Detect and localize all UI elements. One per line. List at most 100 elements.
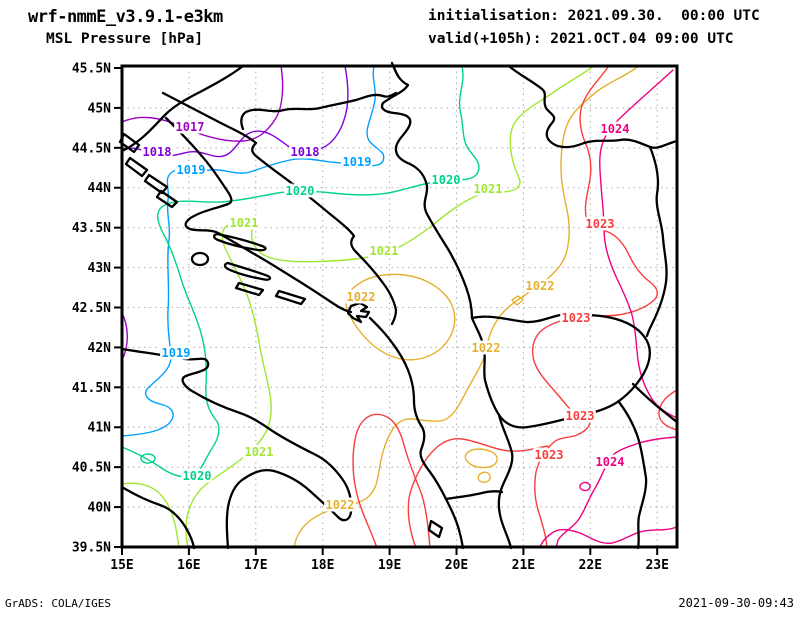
coastline-segment [143, 173, 169, 195]
lat-tick-label: 45.5N [72, 62, 111, 77]
isobar-label-1023: 1023 [535, 448, 564, 462]
coastline-segment [631, 382, 679, 424]
isobar-label-1020: 1020 [432, 173, 461, 187]
coastline-segment [645, 145, 668, 338]
coastline-segment [368, 316, 465, 550]
isobar-label-1019: 1019 [177, 163, 206, 177]
isobar-label-1022: 1022 [326, 498, 355, 512]
field-title: MSL Pressure [hPa] [46, 31, 204, 47]
coastline-segment [234, 281, 265, 297]
lon-tick-label: 21E [512, 558, 535, 573]
lat-tick-label: 42.5N [72, 301, 111, 316]
lat-tick-label: 40N [88, 501, 112, 516]
lon-tick-label: 15E [110, 558, 133, 573]
lat-tick-label: 41N [88, 421, 112, 436]
isobar-1024 [539, 526, 678, 549]
lat-tick-label: 39.5N [72, 540, 111, 555]
coastline-segment [240, 91, 398, 131]
isobar-label-1021: 1021 [230, 216, 259, 230]
isobar-label-1024: 1024 [596, 455, 625, 469]
coastline-segment [212, 232, 267, 252]
isobar-label-1020: 1020 [286, 184, 315, 198]
isobar-1020 [121, 65, 480, 478]
isobar-1024 [555, 436, 678, 549]
coastline-segment [155, 189, 179, 209]
isobar-label-1018: 1018 [143, 145, 172, 159]
isobar-1019 [121, 65, 385, 437]
isobar-label-1023: 1023 [586, 217, 615, 231]
coastline-segment [161, 91, 398, 326]
lon-tick-label: 23E [645, 558, 668, 573]
coastline-segment [497, 413, 514, 550]
isobar-label-1022: 1022 [472, 341, 501, 355]
lon-tick-label: 22E [579, 558, 602, 573]
isobar-label-1018: 1018 [291, 145, 320, 159]
coastline-segment [508, 65, 679, 149]
lat-tick-label: 42N [88, 341, 112, 356]
isobar-1022 [511, 295, 524, 306]
model-title: wrf-nmmE_v3.9.1-e3km [28, 7, 223, 27]
isobar-label-1023: 1023 [562, 311, 591, 325]
isobar-label-1023: 1023 [566, 409, 595, 423]
isobar-1021 [185, 65, 595, 549]
coastline-segment [223, 261, 272, 281]
gridlines [122, 66, 677, 547]
isobar-label-1019: 1019 [343, 155, 372, 169]
isobar-1023 [352, 413, 431, 549]
isobar-label-1021: 1021 [370, 244, 399, 258]
coastline-segment [380, 61, 474, 320]
coastline-segment [124, 156, 149, 178]
lat-tick-label: 40.5N [72, 461, 111, 476]
coastline-segment [470, 312, 651, 429]
coastline-segment [444, 490, 504, 501]
lat-tick-label: 44.5N [72, 141, 111, 156]
isobar-1024 [599, 69, 678, 419]
lat-tick-label: 43.5N [72, 221, 111, 236]
isobar-1022 [293, 66, 638, 549]
isobar-label-1021: 1021 [245, 445, 274, 459]
coastline-segment [120, 347, 353, 550]
coastline-segment [427, 519, 444, 539]
coastline-segment [274, 289, 307, 306]
isobar-label-1020: 1020 [183, 469, 212, 483]
coastline-segment [164, 116, 353, 314]
lat-tick-label: 44N [88, 181, 112, 196]
isobar-1018 [121, 65, 349, 158]
coastline-segment [617, 400, 648, 550]
isobar-label-1022: 1022 [347, 290, 376, 304]
isobar-1023 [407, 438, 549, 549]
isobar-1023 [658, 389, 678, 431]
isobar-label-1024: 1024 [601, 122, 630, 136]
lat-tick-label: 45N [88, 101, 112, 116]
isobar-label-1021: 1021 [474, 182, 503, 196]
init-time-label: initialisation: 2021.09.30. 00:00 UTC [428, 8, 760, 24]
isobar-1022 [464, 448, 498, 469]
isobar-value-labels: 1017 1018 1018 1019 1019 1019 1020 1020 1020 1021… [140, 118, 632, 515]
plot-timestamp: 2021-09-30-09:43 [678, 596, 794, 610]
axis-labels: 45.5N 45N 44.5N 44N 43.5N 43N 42.5N 42N 41.5N 41N… [72, 62, 669, 574]
lat-tick-label: 41.5N [72, 381, 111, 396]
isobar-1021 [121, 482, 180, 549]
isobar-1024 [579, 481, 591, 492]
coastline-segment [346, 301, 371, 324]
lon-tick-label: 17E [244, 558, 267, 573]
isobar-label-1017: 1017 [176, 120, 205, 134]
coastline-segment [120, 64, 245, 153]
isobar-label-1019: 1019 [162, 346, 191, 360]
lon-tick-label: 18E [311, 558, 334, 573]
lon-tick-label: 20E [445, 558, 468, 573]
coastline-segment [190, 251, 210, 267]
isobar-1022 [477, 471, 491, 483]
lat-tick-label: 43N [88, 261, 112, 276]
lon-tick-label: 19E [378, 558, 401, 573]
isobar-1020 [140, 453, 156, 464]
coastline-segment [120, 485, 196, 550]
axis-ticks [114, 67, 659, 555]
coastlines-borders [118, 61, 679, 550]
isobar-label-1022: 1022 [526, 279, 555, 293]
isobar-1023 [531, 66, 658, 549]
grads-credit: GrADS: COLA/IGES [5, 597, 111, 610]
valid-time-label: valid(+105h): 2021.OCT.04 09:00 UTC [428, 31, 734, 47]
